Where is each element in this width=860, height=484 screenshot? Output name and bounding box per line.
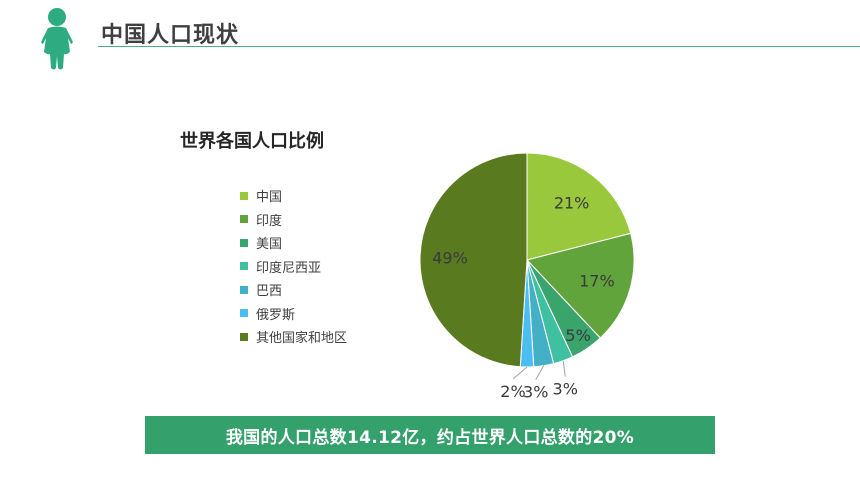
pie-slice <box>526 232 635 339</box>
legend-swatch <box>240 238 248 247</box>
pie-data-label: 21% <box>554 194 590 213</box>
pie-data-label: 2% <box>500 382 525 401</box>
pie-data-label: 3% <box>553 380 578 399</box>
legend-item: 美国 <box>240 231 347 255</box>
legend-label: 其他国家和地区 <box>256 331 348 347</box>
chart-legend: 中国印度美国印度尼西亚巴西俄罗斯其他国家和地区 <box>240 184 347 349</box>
pie-data-label: 5% <box>565 326 590 345</box>
legend-item: 印度 <box>240 208 347 232</box>
legend-item: 巴西 <box>240 278 347 302</box>
legend-label: 中国 <box>256 190 283 206</box>
legend-item: 俄罗斯 <box>240 302 347 326</box>
leader-line <box>512 366 528 380</box>
legend-label: 印度尼西亚 <box>256 260 322 276</box>
legend-swatch <box>240 191 248 200</box>
legend-swatch <box>240 332 248 341</box>
pie-slice <box>419 152 528 368</box>
summary-banner: 我国的人口总数14.12亿，约占世界人口总数的20% <box>145 416 715 454</box>
pie-data-label: 3% <box>523 383 548 402</box>
legend-swatch <box>240 309 248 318</box>
legend-item: 其他国家和地区 <box>240 325 347 349</box>
legend-label: 俄罗斯 <box>256 307 296 323</box>
legend-label: 印度 <box>256 213 283 229</box>
title-divider <box>98 46 860 47</box>
pie-data-label: 49% <box>432 249 468 268</box>
legend-item: 印度尼西亚 <box>240 255 347 279</box>
chart-title: 世界各国人口比例 <box>180 131 324 152</box>
legend-item: 中国 <box>240 184 347 208</box>
pie-slice <box>526 152 632 261</box>
summary-banner-text: 我国的人口总数14.12亿，约占世界人口总数的20% <box>225 427 635 448</box>
pie-data-label: 17% <box>579 271 615 290</box>
person-icon <box>41 8 73 70</box>
legend-swatch <box>240 285 248 294</box>
legend-swatch <box>240 262 248 271</box>
legend-swatch <box>240 215 248 224</box>
page-title: 中国人口现状 <box>101 23 240 48</box>
leader-line <box>562 360 566 377</box>
legend-label: 美国 <box>256 237 283 253</box>
leader-line <box>535 365 545 380</box>
legend-label: 巴西 <box>256 284 283 300</box>
